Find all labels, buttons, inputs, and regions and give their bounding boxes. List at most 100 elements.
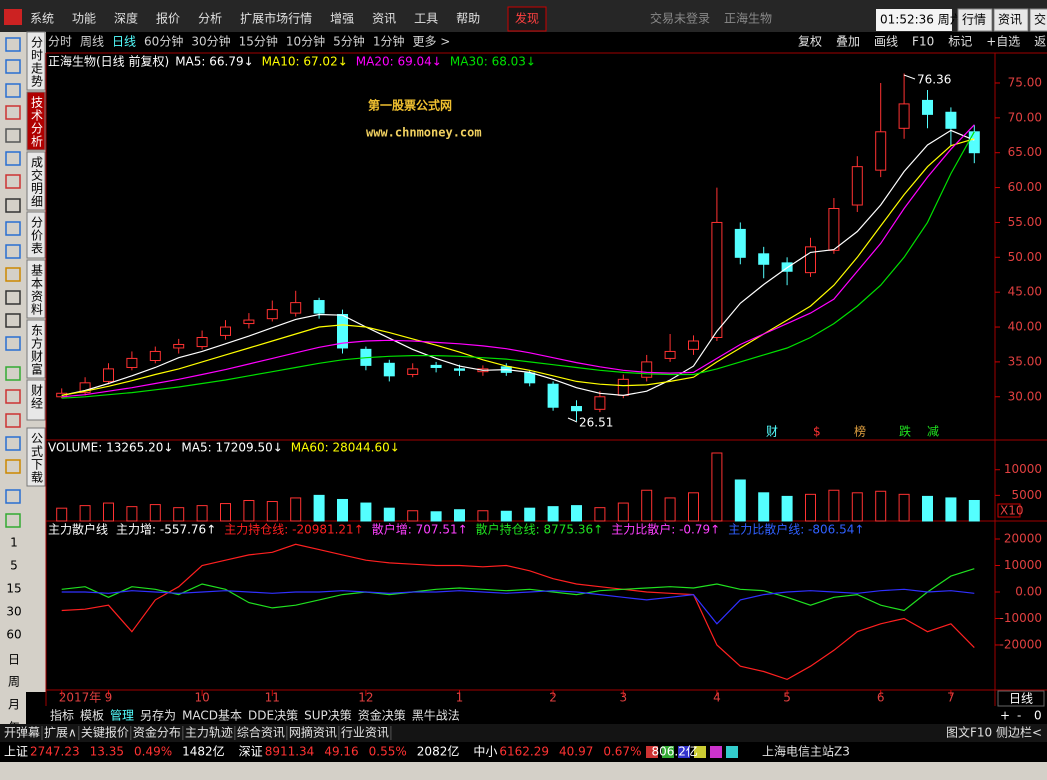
tool-icon[interactable] bbox=[5, 244, 21, 259]
period-shortcut[interactable]: 60 bbox=[6, 628, 21, 642]
toolbar-button[interactable]: 叠加 bbox=[836, 35, 860, 49]
side-tab[interactable] bbox=[26, 91, 46, 151]
event-marker[interactable]: 减 bbox=[927, 425, 939, 439]
tool-icon[interactable] bbox=[5, 313, 21, 328]
info-tab[interactable]: 资金分布 bbox=[133, 725, 181, 740]
menu-item[interactable]: 帮助 bbox=[456, 12, 480, 26]
menu-item[interactable]: 功能 bbox=[72, 12, 96, 26]
menu-item[interactable]: 工具 bbox=[414, 12, 438, 26]
period-shortcut[interactable]: 1 bbox=[10, 536, 18, 550]
tool-icon[interactable] bbox=[5, 37, 21, 52]
period-button[interactable]: 15分钟 bbox=[239, 34, 278, 49]
side-tab-label[interactable]: 基本资料 bbox=[30, 264, 44, 316]
tool-icon[interactable] bbox=[5, 151, 21, 166]
tool-icon[interactable] bbox=[5, 198, 21, 213]
bottom-tab[interactable]: MACD基本 bbox=[182, 709, 242, 723]
menu-item[interactable]: 深度 bbox=[114, 11, 138, 26]
menu-item[interactable]: 报价 bbox=[156, 11, 180, 26]
bottom-tab[interactable]: DDE决策 bbox=[248, 709, 298, 723]
period-shortcut[interactable]: 30 bbox=[6, 605, 21, 619]
bottom-tab[interactable]: 管理 bbox=[110, 708, 134, 723]
side-tab[interactable] bbox=[26, 31, 46, 91]
tool-icon[interactable] bbox=[5, 128, 21, 143]
side-tab-label[interactable]: 东方财富 bbox=[30, 324, 44, 376]
period-button[interactable]: 10分钟 bbox=[286, 34, 325, 49]
period-button[interactable]: 日线 bbox=[112, 35, 136, 49]
side-tab[interactable] bbox=[26, 151, 46, 211]
side-tab-label[interactable]: 公式下载 bbox=[30, 432, 44, 484]
event-marker[interactable]: 榜 bbox=[854, 424, 866, 439]
tool-icon[interactable] bbox=[5, 221, 21, 236]
side-tab-label[interactable]: 财经 bbox=[30, 384, 44, 410]
bottom-tab[interactable]: 另存为 bbox=[140, 709, 176, 723]
top-button-label[interactable]: 资讯 bbox=[998, 13, 1022, 27]
info-tab[interactable]: 开弹幕 bbox=[4, 726, 40, 740]
menu-item[interactable]: 资讯 bbox=[372, 12, 396, 26]
side-tab-label[interactable]: 技术分析 bbox=[30, 96, 44, 148]
side-tab[interactable] bbox=[26, 319, 46, 379]
event-marker[interactable]: $ bbox=[813, 425, 821, 439]
tool-icon[interactable] bbox=[5, 59, 21, 74]
period-shortcut[interactable]: 日 bbox=[8, 653, 20, 667]
side-tab[interactable] bbox=[26, 427, 46, 487]
tool-icon[interactable] bbox=[5, 336, 21, 351]
tool-icon[interactable] bbox=[5, 174, 21, 189]
top-button-label[interactable]: 交 bbox=[1034, 12, 1046, 27]
zoom-button[interactable]: + bbox=[1000, 709, 1010, 723]
info-tab[interactable]: 关键报价 bbox=[81, 725, 129, 740]
side-tab-label[interactable]: 分价表 bbox=[30, 216, 44, 255]
toolbar-button[interactable]: 画线 bbox=[874, 35, 898, 49]
side-tab[interactable] bbox=[26, 379, 46, 421]
tool-icon[interactable] bbox=[5, 436, 21, 451]
toolbar-button[interactable]: 返回 bbox=[1034, 35, 1047, 49]
tool-icon[interactable] bbox=[5, 389, 21, 404]
period-button[interactable]: 周线 bbox=[80, 35, 104, 49]
menu-highlight[interactable]: 发现 bbox=[515, 11, 539, 26]
tool-icon[interactable] bbox=[5, 105, 21, 120]
menu-item[interactable]: 系统 bbox=[30, 12, 54, 26]
period-button[interactable]: 60分钟 bbox=[144, 34, 183, 49]
bottom-tab[interactable]: 资金决策 bbox=[358, 708, 406, 723]
period-shortcut[interactable]: 5 bbox=[10, 559, 18, 573]
tool-icon[interactable] bbox=[5, 267, 21, 282]
period-button[interactable]: 更多 > bbox=[412, 35, 450, 49]
info-tab[interactable]: 网摘资讯 bbox=[289, 725, 337, 740]
top-button-label[interactable]: 行情 bbox=[962, 13, 986, 27]
tool-icon[interactable] bbox=[5, 290, 21, 305]
tool-icon[interactable] bbox=[5, 413, 21, 428]
menu-item[interactable]: 扩展市场行情 bbox=[240, 11, 312, 26]
zoom-button[interactable]: - bbox=[1017, 709, 1021, 723]
tool-icon[interactable] bbox=[5, 366, 21, 381]
period-shortcut[interactable]: 周 bbox=[8, 675, 20, 689]
bottom-tab[interactable]: 模板 bbox=[80, 709, 104, 723]
menu-item[interactable]: 分析 bbox=[198, 12, 222, 26]
bottom-tab[interactable]: 指标 bbox=[50, 708, 74, 723]
info-tab[interactable]: 综合资讯 bbox=[237, 725, 285, 740]
toolbar-button[interactable]: 复权 bbox=[798, 35, 822, 49]
side-tab[interactable] bbox=[26, 211, 46, 259]
toolbar-button[interactable]: F10 bbox=[912, 35, 934, 49]
toolbar-button[interactable]: +自选 bbox=[986, 35, 1020, 49]
tool-icon[interactable] bbox=[5, 489, 21, 504]
period-button[interactable]: 30分钟 bbox=[191, 34, 230, 49]
toolbar-button[interactable]: 标记 bbox=[948, 35, 972, 49]
tool-icon[interactable] bbox=[5, 459, 21, 474]
info-tab[interactable]: 扩展∧ bbox=[44, 726, 77, 740]
bottom-tab[interactable]: SUP决策 bbox=[304, 709, 352, 723]
bottom-tab[interactable]: 黑牛战法 bbox=[412, 708, 460, 723]
tool-icon[interactable] bbox=[5, 83, 21, 98]
period-button[interactable]: 分时 bbox=[48, 35, 72, 49]
period-shortcut[interactable]: 15 bbox=[6, 582, 21, 596]
event-marker[interactable]: 财 bbox=[766, 425, 778, 439]
tool-icon[interactable] bbox=[5, 513, 21, 528]
event-marker[interactable]: 跌 bbox=[899, 424, 911, 439]
side-tab-label[interactable]: 成交明细 bbox=[30, 156, 44, 208]
info-tab[interactable]: 主力轨迹 bbox=[185, 726, 233, 740]
zoom-button[interactable]: 0 bbox=[1034, 709, 1042, 723]
side-tab[interactable] bbox=[26, 259, 46, 319]
side-tab-label[interactable]: 分时走势 bbox=[30, 36, 44, 88]
period-shortcut[interactable]: 月 bbox=[8, 698, 20, 712]
menu-item[interactable]: 增强 bbox=[330, 12, 354, 26]
info-right[interactable]: 侧边栏< bbox=[996, 725, 1042, 740]
info-tab[interactable]: 行业资讯 bbox=[341, 726, 389, 740]
